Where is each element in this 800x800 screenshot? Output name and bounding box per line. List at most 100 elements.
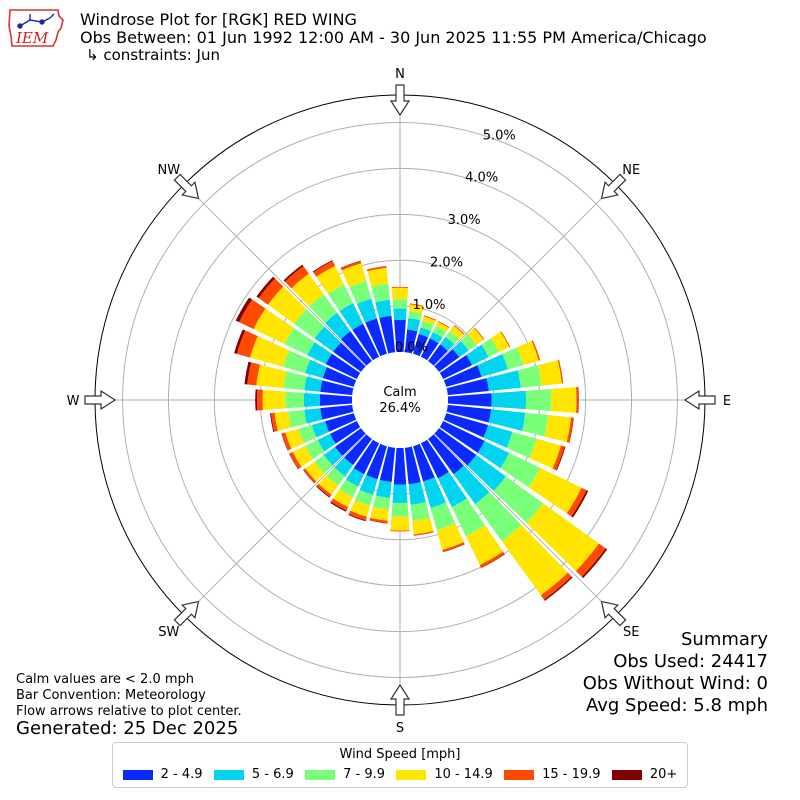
bar-segment — [393, 308, 407, 321]
legend-label: 5 - 6.9 — [251, 767, 294, 782]
legend-items: 2 - 4.9 5 - 6.9 7 - 9.9 10 - 14.9 15 - 1… — [117, 767, 683, 782]
bar-segment — [288, 409, 307, 428]
bar-segment — [392, 299, 408, 309]
bar-segment — [566, 487, 587, 517]
bar-segment — [393, 447, 407, 485]
bar-segment — [409, 304, 424, 314]
flow-arrow-icon — [84, 389, 117, 411]
bar-segment — [314, 326, 341, 352]
bar-segment — [340, 261, 362, 271]
bar-segment — [379, 446, 396, 482]
bar-segment — [322, 367, 357, 387]
bar-segment — [571, 490, 589, 518]
bar-segment — [239, 299, 266, 330]
bar-segment — [316, 483, 332, 497]
bar-segment — [340, 260, 361, 269]
bar-segment — [566, 417, 574, 443]
bar-segment — [283, 371, 307, 391]
bar-segment — [330, 498, 349, 511]
calm-label: Calm — [383, 385, 416, 400]
legend-label: 2 - 4.9 — [160, 767, 203, 782]
bar-segment — [540, 572, 572, 600]
bar-segment — [442, 543, 465, 553]
flow-arrow-icon — [600, 173, 627, 200]
bar-segment — [305, 461, 325, 482]
bar-segment — [442, 542, 465, 552]
bar-segment — [423, 477, 447, 509]
bar-segment — [420, 338, 439, 361]
grid-spoke — [183, 433, 367, 617]
bar-segment — [319, 394, 353, 406]
calm-note: Calm values are < 2.0 mph — [16, 672, 195, 687]
bar-segment — [420, 320, 434, 332]
bar-segment — [270, 412, 278, 432]
bar-segment — [307, 342, 332, 365]
bar-segment — [404, 329, 418, 354]
bar-segment — [552, 445, 565, 471]
bar-segment — [517, 340, 539, 366]
bar-segment — [390, 530, 410, 532]
bar-segment — [284, 327, 315, 356]
bar-segment — [391, 502, 409, 517]
bar-segment — [531, 340, 541, 361]
grid-spoke — [433, 433, 617, 617]
bar-segment — [375, 299, 392, 318]
legend-label: 15 - 19.9 — [542, 767, 601, 782]
compass-label: N — [395, 67, 405, 82]
bar-segment — [429, 331, 443, 344]
bar-convention-note: Bar Convention: Meteorology — [16, 688, 206, 703]
bar-segment — [320, 404, 354, 420]
iem-logo: IEM — [8, 9, 64, 47]
bar-segment — [289, 453, 299, 470]
legend-item: 2 - 4.9 — [122, 767, 203, 782]
legend-label: 10 - 14.9 — [434, 767, 493, 782]
bar-segment — [501, 524, 568, 596]
bar-segment — [576, 386, 579, 414]
bar-segment — [235, 297, 253, 323]
bar-segment — [436, 523, 464, 550]
bar-segment — [291, 273, 324, 307]
bar-segment — [348, 510, 367, 521]
legend-swatch — [611, 769, 642, 780]
bar-segment — [422, 316, 436, 325]
bar-segment — [283, 350, 311, 374]
bar-segment — [410, 502, 430, 521]
bar-segment — [256, 276, 276, 299]
bar-segment — [420, 439, 449, 479]
bar-segment — [413, 333, 429, 357]
bar-segment — [339, 479, 359, 497]
constraints-text: ↳ constraints: Jun — [86, 46, 220, 64]
bar-segment — [490, 331, 510, 353]
bar-segment — [312, 260, 333, 273]
radial-tick-label: 5.0% — [483, 128, 516, 143]
bar-segment — [317, 433, 336, 452]
bar-segment — [394, 319, 406, 353]
legend-item: 20+ — [611, 767, 677, 782]
bar-segment — [477, 440, 510, 469]
bar-segment — [430, 502, 456, 531]
bar-segment — [439, 354, 473, 380]
bar-segment — [428, 344, 448, 366]
bar-segment — [345, 468, 365, 487]
bar-segment — [446, 404, 492, 423]
bar-segment — [316, 265, 345, 294]
radial-tick-label: 2.0% — [430, 255, 463, 270]
bar-segment — [466, 344, 489, 366]
bar-segment — [304, 408, 323, 424]
bar-segment — [258, 278, 284, 305]
flow-arrows-note: Flow arrows relative to plot center. — [16, 704, 242, 719]
bar-segment — [329, 420, 361, 444]
bar-segment — [435, 321, 449, 332]
bar-segment — [244, 361, 252, 385]
bar-segment — [408, 482, 426, 505]
bar-segment — [250, 336, 290, 367]
bar-segment — [544, 576, 573, 601]
bar-segment — [350, 500, 371, 517]
chart-title: Windrose Plot for [RGK] RED WING — [80, 10, 357, 29]
bar-segment — [348, 514, 366, 522]
iowa-state-outline — [8, 9, 64, 47]
bar-segment — [502, 347, 524, 370]
bar-segment — [313, 260, 336, 277]
bar-segment — [491, 390, 527, 410]
compass-label: SE — [623, 625, 639, 640]
